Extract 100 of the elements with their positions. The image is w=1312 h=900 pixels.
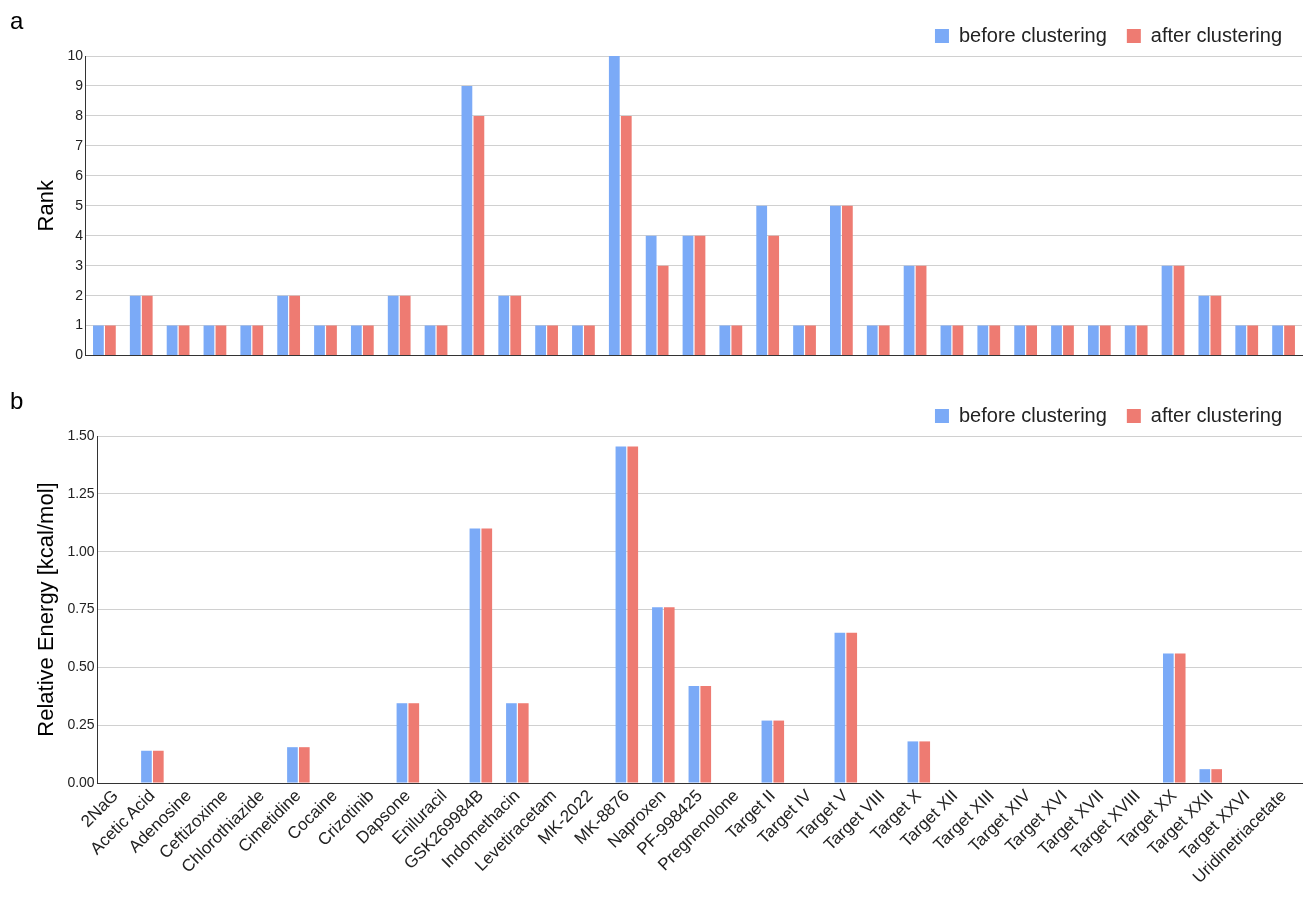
bar: [424, 325, 436, 356]
bar: [645, 235, 657, 356]
bar: [1014, 325, 1026, 356]
bar: [907, 741, 919, 783]
bar: [756, 205, 768, 356]
bar: [1199, 769, 1211, 783]
bar: [1198, 295, 1210, 356]
bar: [805, 325, 816, 356]
bar: [627, 446, 639, 783]
bar: [700, 685, 712, 783]
y-tick-label: 1.00: [67, 542, 95, 559]
bar: [572, 325, 583, 356]
y-tick-label: 9: [75, 76, 84, 93]
bar: [841, 205, 853, 356]
y-tick-label: 0.50: [67, 658, 95, 675]
chart-title: a: [10, 6, 24, 34]
bar: [731, 325, 743, 356]
bar: [203, 325, 215, 356]
y-tick-label: 5: [75, 196, 84, 213]
bar: [768, 235, 780, 356]
y-axis-title: Rank: [33, 179, 59, 232]
y-tick-label: 2: [75, 286, 84, 303]
bar: [141, 750, 152, 783]
bar: [688, 685, 700, 783]
bar: [834, 632, 846, 783]
legend-label: before clustering: [958, 403, 1107, 426]
bar: [977, 325, 989, 356]
bar: [919, 741, 931, 783]
bar: [1161, 265, 1173, 356]
bar: [652, 607, 663, 783]
bar: [1051, 325, 1062, 356]
bar: [517, 703, 529, 783]
bar: [615, 446, 627, 783]
y-tick-label: 1.50: [67, 426, 95, 443]
bar: [878, 325, 890, 356]
bar: [1210, 295, 1222, 356]
bar: [940, 325, 952, 356]
bar: [105, 325, 116, 356]
bar: [903, 265, 915, 356]
bar: [830, 205, 841, 356]
bar: [473, 115, 485, 356]
y-tick-label: 1.25: [67, 484, 95, 501]
bar: [510, 295, 522, 356]
bar: [989, 325, 1001, 356]
bar: [547, 325, 558, 356]
bar: [761, 720, 773, 783]
bar: [1087, 325, 1099, 356]
chart-title: b: [10, 386, 24, 414]
y-tick-label: 6: [75, 166, 84, 183]
bar: [152, 750, 164, 783]
bar: [498, 295, 510, 356]
bar: [506, 703, 517, 783]
bar: [93, 325, 104, 356]
bar: [326, 325, 337, 356]
bar: [129, 295, 141, 356]
bar: [915, 265, 927, 356]
bar: [1284, 325, 1295, 356]
bar: [289, 295, 301, 356]
bar: [166, 325, 178, 356]
bar: [314, 325, 325, 356]
y-tick-label: 7: [75, 136, 84, 153]
bar: [277, 295, 289, 356]
bar: [1173, 265, 1185, 356]
y-tick-label: 0.25: [67, 716, 95, 733]
bar: [240, 325, 252, 356]
bar: [141, 295, 153, 356]
bar: [1211, 769, 1223, 783]
y-tick-label: 1: [75, 316, 84, 333]
y-tick-label: 8: [75, 106, 84, 123]
bar: [535, 325, 546, 356]
y-tick-label: 10: [67, 46, 84, 63]
bar: [1174, 653, 1186, 783]
bar: [178, 325, 190, 356]
bar: [1026, 325, 1038, 356]
bar: [252, 325, 264, 356]
bar: [461, 85, 473, 356]
bar: [436, 325, 448, 356]
bar: [298, 747, 310, 783]
bar: [620, 115, 632, 356]
bar: [682, 235, 694, 356]
y-tick-label: 0.00: [67, 773, 95, 790]
bar: [663, 607, 675, 783]
y-tick-label: 4: [75, 226, 84, 243]
y-axis-title: Relative Energy [kcal/mol]: [33, 482, 59, 737]
bar: [350, 325, 362, 356]
legend-label: before clustering: [958, 23, 1107, 46]
bar: [362, 325, 374, 356]
bar: [952, 325, 964, 356]
bar: [773, 720, 785, 783]
bar: [469, 528, 481, 783]
bar: [866, 325, 878, 356]
legend-label: after clustering: [1150, 403, 1282, 426]
y-tick-label: 0: [75, 346, 84, 363]
bar: [1272, 325, 1283, 356]
bar: [1063, 325, 1074, 356]
bar: [481, 528, 493, 783]
bar: [846, 632, 858, 783]
bar: [657, 265, 669, 356]
bar: [1235, 325, 1247, 356]
bar: [793, 325, 804, 356]
